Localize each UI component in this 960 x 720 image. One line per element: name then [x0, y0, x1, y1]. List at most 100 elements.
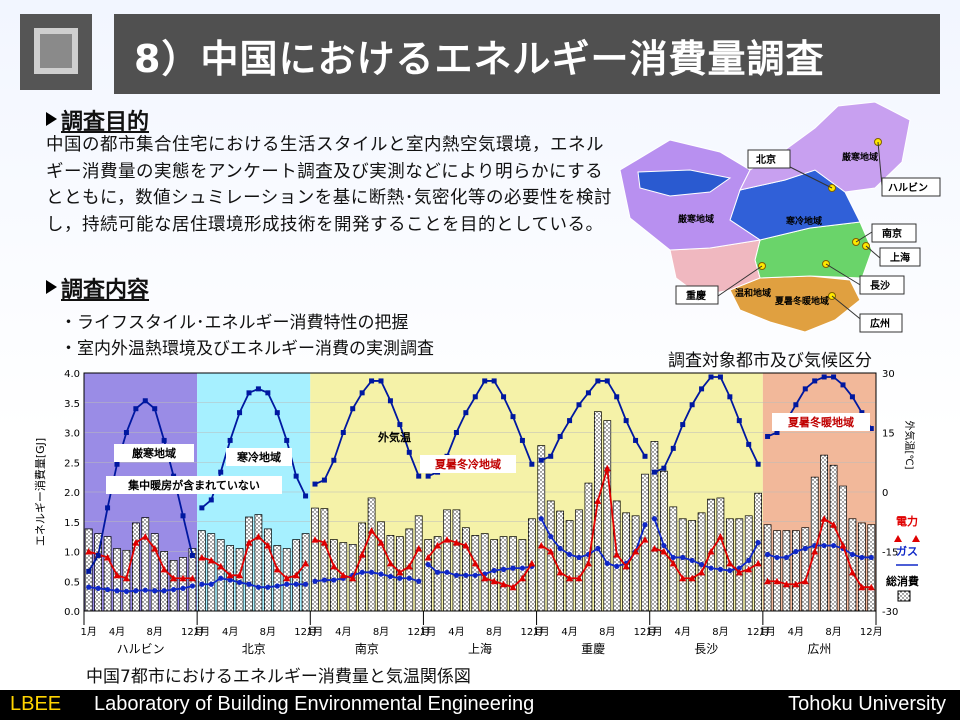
electric-point — [283, 574, 291, 582]
gas-point — [302, 581, 309, 587]
electric-point — [490, 577, 498, 585]
outdoor-temp-point — [793, 402, 799, 408]
x-tick-month: 4月 — [335, 626, 351, 638]
total-bar — [235, 548, 244, 612]
outdoor-temp-point — [406, 449, 412, 455]
total-bar — [716, 497, 725, 612]
triangle-bullet-icon — [46, 280, 57, 294]
gas-point — [519, 565, 526, 571]
outdoor-temp-point — [387, 398, 393, 404]
electric-point — [481, 574, 489, 582]
electric-point — [518, 574, 526, 582]
content-heading: 調査内容 — [46, 272, 149, 304]
map-label-severe-n: 厳寒地域 — [842, 151, 878, 163]
gas-point — [444, 569, 450, 575]
map-region-cold-west — [637, 169, 732, 197]
gas-point — [500, 566, 507, 572]
electric-point — [641, 536, 649, 543]
electric-point — [443, 536, 451, 543]
outdoor-temp-point — [218, 469, 224, 475]
gas-point — [265, 584, 271, 590]
electric-point — [85, 548, 93, 555]
content-item-2: ・室内外温熱環境及びエネルギー消費の実測調査 — [60, 339, 434, 359]
total-bar — [791, 530, 800, 612]
outdoor-temp-point — [821, 374, 827, 380]
chart-caption: 中国7都市におけるエネルギー消費量と気温関係図 — [86, 667, 471, 687]
total-bar — [509, 536, 517, 612]
electric-point — [188, 574, 196, 582]
gas-point — [416, 578, 422, 584]
y2-tick-label: 30 — [882, 369, 895, 380]
electric-point — [735, 568, 743, 576]
gas-point — [104, 586, 111, 593]
electric-point — [745, 565, 753, 573]
gas-point — [689, 557, 695, 564]
gas-point — [142, 587, 148, 593]
electric-point — [707, 548, 715, 555]
outdoor-temp-point — [529, 461, 535, 467]
electric-point — [170, 574, 178, 582]
map-label-hsww: 夏暑冬暖地域 — [774, 295, 829, 307]
electric-point — [858, 583, 866, 591]
x-tick-month: 12月 — [407, 626, 430, 638]
outdoor-temp-point — [378, 378, 384, 384]
x-tick-month: 1月 — [194, 626, 210, 638]
x-tick-month: 12月 — [860, 626, 883, 638]
total-bar — [490, 539, 499, 612]
electric-point — [405, 562, 413, 570]
outdoor-temp-point — [397, 422, 403, 428]
outdoor-temp-point — [548, 453, 554, 459]
total-bar — [160, 551, 169, 612]
outdoor-temp-point — [651, 469, 657, 475]
total-bar — [216, 539, 225, 612]
city-label: 重慶 — [581, 642, 605, 656]
electric-point — [292, 571, 300, 579]
outdoor-temp-point — [661, 465, 667, 471]
total-bar — [273, 545, 282, 612]
outdoor-temp-point — [95, 552, 101, 558]
outdoor-temp-point — [142, 398, 148, 404]
gas-point — [170, 586, 177, 593]
y-tick-label: 2.0 — [64, 488, 80, 499]
electric-point — [547, 548, 555, 555]
gas-point — [821, 542, 827, 549]
total-bar — [461, 527, 470, 612]
outdoor-temp-point — [717, 374, 723, 380]
outdoor-temp-point — [453, 430, 459, 435]
outdoor-temp-point — [227, 437, 233, 443]
electric-point — [801, 577, 809, 585]
x-tick-month: 4月 — [675, 626, 691, 638]
map-city-harbin: ハルビン — [888, 181, 928, 194]
x-tick-month: 1月 — [533, 626, 549, 638]
total-bar — [857, 522, 866, 612]
y2-tick-label: 15 — [882, 429, 895, 440]
total-bar — [782, 530, 791, 612]
annotation-outdoor: 外気温 — [377, 430, 411, 444]
gas-point — [152, 588, 158, 594]
electric-point — [104, 553, 112, 561]
total-bar — [688, 520, 697, 612]
electric-point — [368, 527, 376, 534]
gas-point — [208, 581, 214, 587]
electric-line — [540, 467, 646, 580]
footer-lab-short: LBEE — [10, 693, 62, 715]
plot-frame — [83, 372, 877, 612]
electric-point — [179, 574, 187, 582]
electric-point — [792, 580, 800, 588]
annotation-note-box — [106, 476, 282, 494]
y-axis-label: エネルギー消費量[GJ] — [33, 438, 47, 546]
outdoor-temp-point — [642, 453, 648, 459]
total-bar — [311, 507, 319, 612]
electric-point — [698, 568, 706, 576]
total-bar — [207, 533, 216, 612]
outdoor-temp-point — [840, 382, 846, 388]
gas-point — [764, 551, 771, 558]
x-tick-month: 8月 — [147, 626, 163, 638]
total-bar — [254, 514, 263, 612]
gas-point — [755, 539, 761, 546]
annotation-hscw-box — [420, 455, 516, 473]
gas-point — [227, 577, 233, 583]
electric-point — [386, 559, 394, 567]
electric-point — [848, 568, 856, 576]
electric-point — [811, 548, 819, 555]
